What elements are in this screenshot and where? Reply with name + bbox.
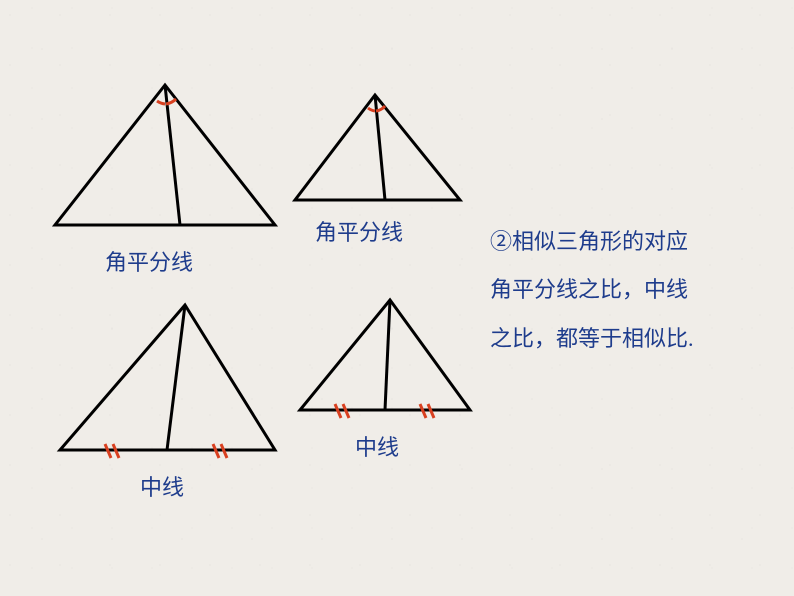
- triangle-median-large-svg: [55, 300, 280, 470]
- label-median-large: 中线: [140, 470, 184, 502]
- theorem-line-3: 之比，都等于相似比.: [490, 315, 694, 363]
- triangle-median-small-svg: [295, 295, 475, 430]
- triangle-bisector-large: [50, 80, 280, 240]
- triangle-median-small: [295, 295, 475, 430]
- triangle-bisector-small-svg: [290, 90, 465, 220]
- label-bisector-large: 角平分线: [105, 245, 193, 277]
- theorem-text: ②相似三角形的对应 角平分线之比，中线 之比，都等于相似比.: [490, 218, 694, 363]
- triangle-bisector-large-svg: [50, 80, 280, 240]
- theorem-line-1: ②相似三角形的对应: [490, 218, 694, 266]
- label-median-small: 中线: [355, 430, 399, 462]
- label-bisector-small: 角平分线: [315, 215, 403, 247]
- triangle-bisector-small: [290, 90, 465, 220]
- theorem-line-2: 角平分线之比，中线: [490, 266, 694, 314]
- triangle-median-large: [55, 300, 280, 470]
